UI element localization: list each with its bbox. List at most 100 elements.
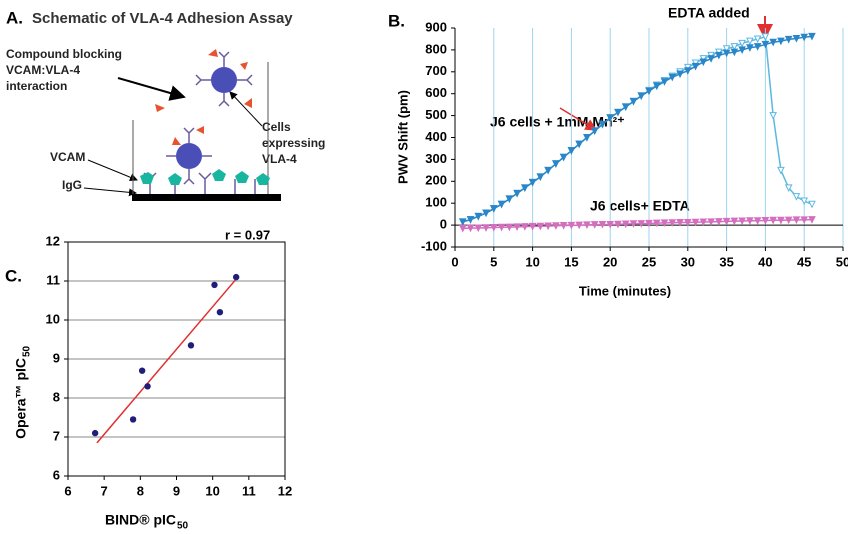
x-tick-label: 40 — [758, 254, 772, 269]
x-tick-label: 45 — [797, 254, 811, 269]
y-tick-label: 8 — [53, 389, 60, 404]
marker — [614, 220, 622, 229]
marker — [458, 224, 467, 233]
marker — [505, 223, 514, 232]
y-tick-label: 600 — [425, 85, 447, 100]
marker — [753, 35, 762, 44]
marker — [528, 178, 537, 187]
y-tick-label: 400 — [425, 129, 447, 144]
marker — [800, 197, 809, 206]
y-axis-label-sub: 50 — [22, 345, 33, 357]
marker — [753, 43, 762, 51]
x-tick-label: 7 — [101, 483, 108, 498]
marker — [590, 221, 599, 229]
marker — [668, 219, 677, 227]
marker — [707, 55, 715, 63]
y-tick-label: 800 — [425, 41, 447, 56]
marker — [746, 44, 754, 52]
marker — [676, 70, 684, 79]
marker — [652, 82, 661, 91]
y-tick-label: 10 — [46, 311, 60, 326]
point — [232, 273, 240, 281]
marker — [606, 220, 615, 229]
marker — [808, 216, 816, 224]
marker — [606, 114, 615, 122]
marker — [777, 166, 785, 175]
sensor-surface — [132, 194, 281, 201]
marker — [761, 33, 770, 41]
x-tick-label: 0 — [451, 254, 458, 269]
y-tick-label: 9 — [53, 350, 60, 365]
marker — [505, 195, 514, 203]
arrow — [87, 159, 138, 182]
x-axis-label: BIND® pIC — [105, 512, 176, 528]
x-tick-label: 10 — [205, 483, 219, 498]
cells-label: VLA-4 — [262, 152, 297, 166]
marker — [753, 217, 762, 225]
vcam — [140, 169, 270, 185]
marker — [590, 127, 599, 136]
marker — [715, 51, 723, 60]
panel-label: C. — [5, 266, 22, 285]
y-tick-label: 500 — [425, 107, 447, 122]
marker — [792, 35, 801, 43]
y-tick-label: 300 — [425, 151, 447, 166]
marker — [513, 223, 521, 231]
marker — [482, 209, 490, 218]
marker — [583, 134, 591, 142]
schematic-title: Schematic of VLA-4 Adhesion Assay — [32, 10, 293, 27]
x-tick-label: 11 — [242, 483, 256, 498]
vcam-label: VCAM — [50, 150, 85, 164]
cell — [176, 143, 202, 169]
cells-label: expressing — [262, 136, 325, 150]
annotation: r = 0.97 — [225, 227, 270, 242]
marker — [466, 224, 475, 233]
marker — [621, 220, 630, 229]
x-tick-label: 35 — [719, 254, 733, 269]
y-tick-label: 0 — [440, 217, 447, 232]
marker — [746, 217, 754, 225]
y-tick-label: 11 — [46, 272, 60, 287]
marker — [738, 46, 746, 55]
marker — [637, 92, 646, 101]
marker — [559, 222, 568, 230]
y-axis-label-group: Opera™ pIC 50 — [13, 345, 33, 438]
marker — [730, 48, 739, 57]
marker — [792, 216, 801, 224]
marker — [746, 37, 754, 46]
marker — [792, 193, 801, 201]
igg-label: IgG — [62, 178, 82, 192]
y-tick-label: 700 — [425, 63, 447, 78]
marker — [784, 35, 793, 44]
compound-label: VCAM:VLA-4 — [6, 63, 80, 77]
y-tick-label: 7 — [53, 428, 60, 443]
marker — [567, 221, 576, 230]
marker — [761, 217, 770, 225]
marker — [652, 219, 661, 228]
plot-frame — [67, 241, 286, 477]
series-line — [462, 35, 813, 223]
marker — [575, 221, 583, 230]
x-tick-label: 5 — [490, 254, 497, 269]
marker — [489, 224, 498, 232]
marker — [621, 103, 630, 111]
arrow — [229, 91, 263, 127]
marker — [598, 220, 607, 229]
marker — [637, 220, 646, 228]
marker — [668, 73, 677, 82]
arrow — [83, 187, 137, 197]
point — [187, 342, 195, 349]
marker — [777, 37, 785, 46]
marker — [474, 224, 483, 233]
y-tick-label: -100 — [421, 238, 447, 253]
marker — [536, 222, 545, 231]
marker — [660, 219, 669, 228]
x-tick-label: 8 — [137, 483, 144, 498]
marker — [528, 222, 537, 231]
marker — [567, 147, 576, 155]
marker — [730, 43, 739, 51]
marker — [738, 39, 746, 48]
y-tick-label: 900 — [425, 19, 447, 34]
marker — [769, 112, 777, 120]
